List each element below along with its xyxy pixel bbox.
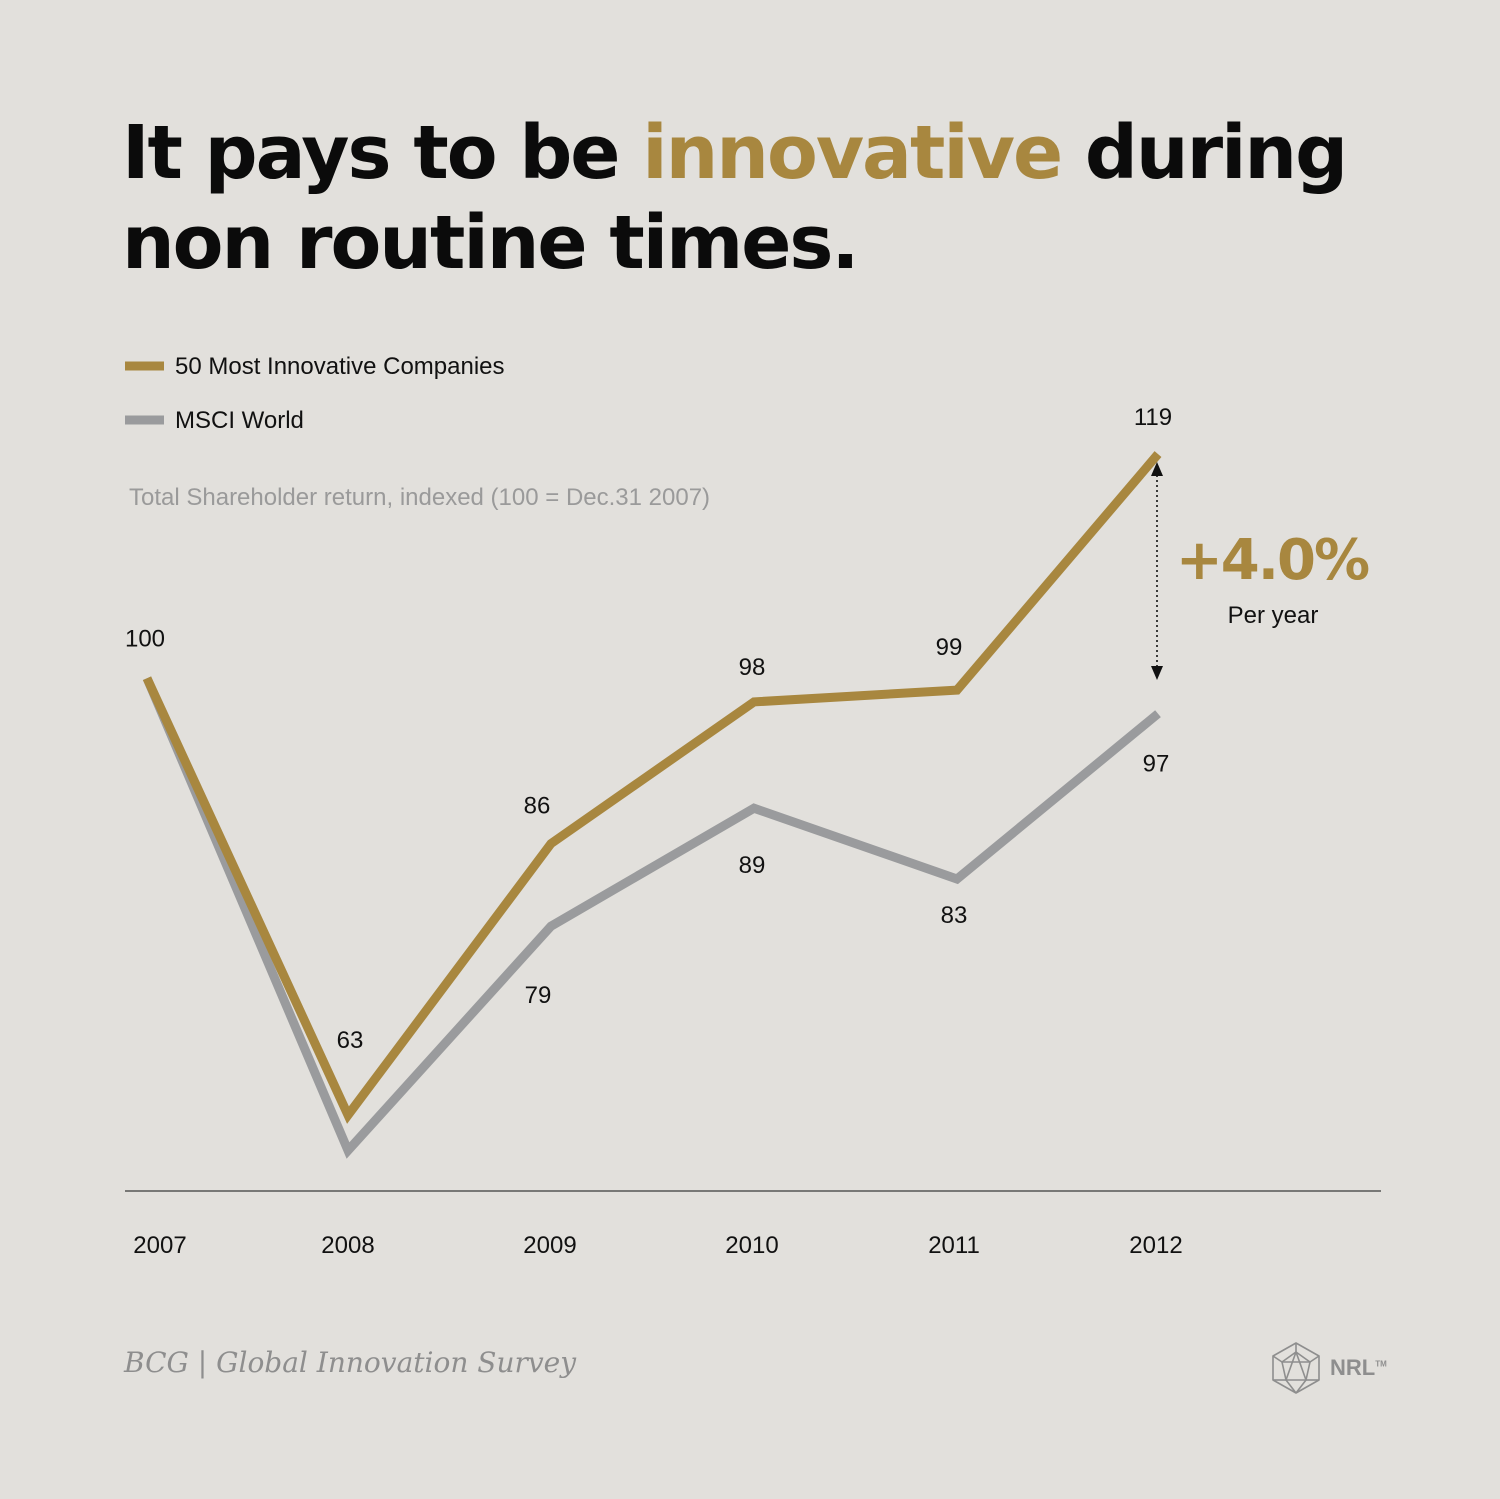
chart-subtitle: Total Shareholder return, indexed (100 =…: [129, 484, 710, 511]
logo-text: NRLTM: [1330, 1355, 1387, 1381]
annotation-label: Per year: [1228, 602, 1319, 629]
title-part2: during: [1061, 110, 1348, 196]
x-tick-2012: 2012: [1129, 1232, 1182, 1259]
data-label-50-most-innovative-companies-2011: 99: [936, 634, 963, 661]
data-label-50-most-innovative-companies-2012: 119: [1134, 404, 1172, 431]
page-title: It pays to be innovative during non routi…: [122, 108, 1348, 288]
data-label-50-most-innovative-companies-2009: 86: [524, 793, 551, 820]
logo-trademark: TM: [1375, 1359, 1387, 1369]
x-tick-2011: 2011: [928, 1232, 980, 1259]
data-label-msci-world-2011: 83: [941, 902, 968, 929]
x-axis-ticks: 2007 2008 2009 2010 2011 2012: [133, 1232, 1182, 1259]
source-credit: BCG | Global Innovation Survey: [124, 1346, 577, 1379]
data-labels: 100 63 86 98 99 119 79 89 83 97: [125, 404, 1172, 1054]
annotation-value: +4.0%: [1176, 528, 1369, 593]
data-label-50-most-innovative-companies-2010: 98: [739, 654, 766, 681]
data-label-50-most-innovative-companies-2008: 63: [337, 1027, 364, 1054]
data-label-msci-world-2009: 79: [525, 982, 552, 1009]
difference-arrow: [1151, 462, 1163, 680]
x-tick-2007: 2007: [133, 1232, 186, 1259]
title-line2: non routine times.: [122, 200, 860, 286]
legend-label-msci-world: MSCI World: [175, 407, 304, 434]
series-lines: [142, 451, 1162, 1159]
x-tick-2009: 2009: [523, 1232, 576, 1259]
geodesic-logo-icon: [1272, 1342, 1320, 1394]
data-label-50-most-innovative-companies-2007: 100: [125, 625, 165, 652]
legend-label-50-most-innovative-companies: 50 Most Innovative Companies: [175, 353, 505, 380]
x-tick-2010: 2010: [725, 1232, 778, 1259]
x-tick-2008: 2008: [321, 1232, 374, 1259]
data-label-msci-world-2012: 97: [1143, 751, 1170, 778]
title-part1: It pays to be: [122, 110, 643, 196]
series-line-50-most-innovative-companies: [142, 451, 1162, 1124]
series-line-msci-world: [142, 676, 1161, 1159]
legend: 50 Most Innovative Companies MSCI World: [125, 353, 505, 434]
title-accent: innovative: [642, 110, 1063, 196]
data-label-msci-world-2010: 89: [739, 852, 766, 879]
nrl-logo: NRLTM: [1268, 1340, 1387, 1396]
logo-wordmark: NRL: [1330, 1355, 1376, 1380]
